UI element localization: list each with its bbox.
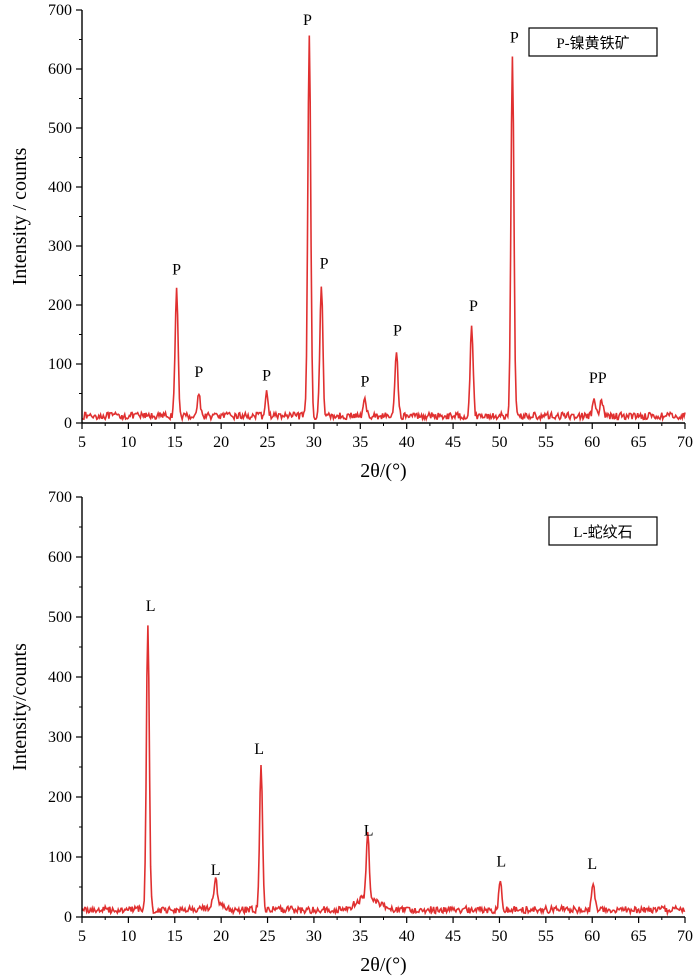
x-tick-label: 40 [399,928,415,945]
y-axis-title: Intensity / counts [9,147,31,285]
peak-label: PP [589,370,607,387]
legend-label: P-镍黄铁矿 [556,34,629,52]
peak-label: L [254,741,264,758]
data-series-line [81,35,686,423]
peak-label: P [510,29,519,46]
x-axis-title: 2θ/(°) [360,460,406,482]
y-tick-label: 500 [48,120,72,137]
x-tick-label: 25 [260,928,276,945]
x-tick-label: 10 [120,434,136,451]
y-tick-label: 0 [64,909,72,926]
peak-label: P [194,364,203,381]
peak-label: P [360,373,369,390]
x-tick-label: 20 [213,928,229,945]
legend-box [548,516,658,546]
y-axis-title: Intensity/counts [9,643,31,771]
x-tick-label: 60 [584,434,600,451]
x-tick-label: 65 [631,928,647,945]
x-tick-label: 35 [352,434,368,451]
x-tick-label: 60 [584,928,600,945]
peak-label: L [587,856,597,873]
legend-box [528,27,658,57]
x-tick-label: 40 [399,434,415,451]
x-tick-label: 45 [445,928,461,945]
y-tick-label: 700 [48,489,72,506]
x-tick-label: 35 [352,928,368,945]
y-tick-label: 0 [64,415,72,432]
y-tick-label: 600 [48,549,72,566]
peak-label: L [364,822,374,839]
x-tick-label: 55 [538,928,554,945]
peak-label: L [211,862,221,879]
x-tick-label: 50 [491,928,507,945]
x-tick-label: 30 [306,928,322,945]
x-tick-label: 5 [78,434,86,451]
x-tick-label: 25 [260,434,276,451]
y-tick-label: 100 [48,356,72,373]
peak-label: P [303,12,312,29]
peak-label: P [469,298,478,315]
chart-top-pentlandite: 5 10 15 20 25 30 35 40 45 50 55 60 65 700100200300400… [9,2,693,482]
legend-label: L-蛇纹石 [573,524,632,541]
peak-label: L [146,598,156,615]
peak-label: P [262,368,271,385]
x-tick-label: 50 [491,434,507,451]
x-tick-label: 55 [538,434,554,451]
x-tick-label: 30 [306,434,322,451]
x-tick-label: 45 [445,434,461,451]
x-tick-label: 15 [167,434,183,451]
y-tick-label: 200 [48,789,72,806]
y-tick-label: 600 [48,61,72,78]
y-tick-label: 300 [48,729,72,746]
y-tick-label: 100 [48,849,72,866]
peak-label: L [496,854,506,871]
x-tick-label: 5 [78,928,86,945]
x-tick-label: 20 [213,434,229,451]
data-series-line [81,625,686,917]
x-tick-label: 70 [677,434,693,451]
x-axis-title: 2θ/(°) [360,954,406,976]
x-tick-label: 10 [120,928,136,945]
chart-bottom-serpentine: 5 10 15 20 25 30 35 40 45 50 55 60 65 700100200300400… [9,489,693,976]
y-tick-label: 300 [48,238,72,255]
peak-label: P [320,255,329,272]
y-tick-label: 700 [48,2,72,19]
y-tick-label: 500 [48,609,72,626]
x-tick-label: 15 [167,928,183,945]
y-tick-label: 200 [48,297,72,314]
peak-label: P [172,261,181,278]
x-tick-label: 65 [631,434,647,451]
peak-label: P [393,323,402,340]
y-tick-label: 400 [48,669,72,686]
y-tick-label: 400 [48,179,72,196]
x-tick-label: 70 [677,928,693,945]
